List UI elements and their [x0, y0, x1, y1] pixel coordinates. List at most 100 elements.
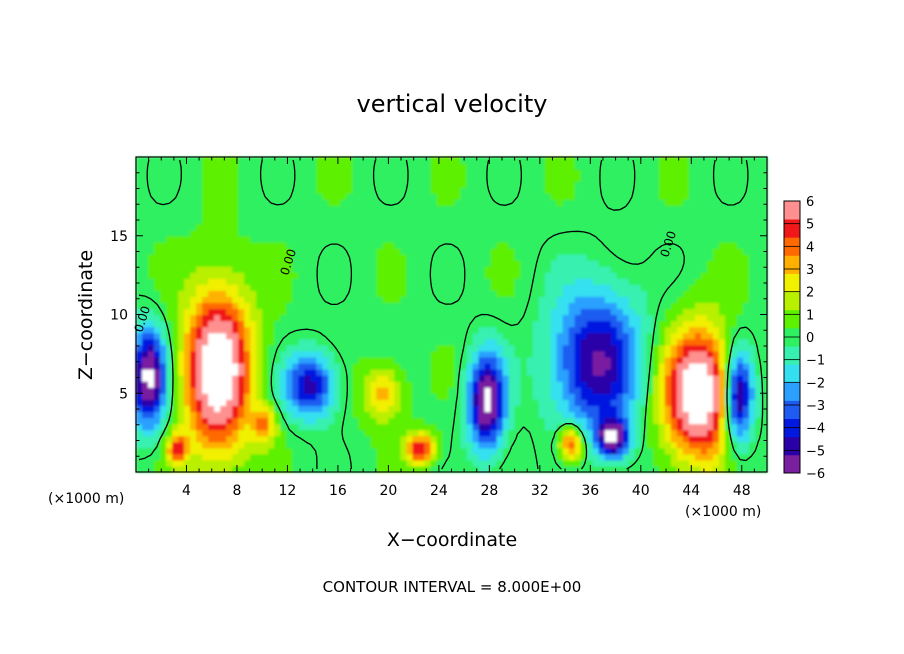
heatmap-cell: [490, 284, 498, 291]
heatmap-cell: [526, 453, 534, 461]
heatmap-cell: [748, 193, 756, 201]
heatmap-cell: [220, 302, 227, 310]
heatmap-cell: [682, 344, 690, 352]
heatmap-cell: [328, 302, 335, 310]
heatmap-cell: [640, 193, 648, 201]
heatmap-cell: [628, 211, 636, 219]
heatmap-cell: [454, 199, 462, 207]
heatmap-cell: [340, 199, 347, 207]
heatmap-cell: [742, 211, 750, 219]
heatmap-cell: [436, 411, 444, 419]
heatmap-cell: [190, 320, 197, 328]
heatmap-cell: [712, 247, 720, 255]
heatmap-cell: [568, 193, 576, 201]
heatmap-cell: [496, 338, 504, 346]
heatmap-cell: [514, 362, 522, 370]
heatmap-cell: [544, 326, 552, 334]
heatmap-cell: [160, 338, 167, 346]
heatmap-cell: [436, 447, 444, 455]
heatmap-cell: [256, 356, 263, 364]
heatmap-cell: [670, 459, 678, 467]
heatmap-cell: [640, 332, 648, 340]
heatmap-cell: [574, 314, 582, 322]
heatmap-cell: [688, 375, 696, 382]
heatmap-cell: [196, 217, 203, 225]
heatmap-cell: [394, 296, 402, 303]
heatmap-cell: [682, 272, 690, 279]
heatmap-cell: [184, 435, 191, 443]
heatmap-cell: [454, 217, 462, 225]
heatmap-cell: [364, 441, 371, 449]
heatmap-cell: [256, 338, 263, 346]
heatmap-cell: [220, 332, 227, 340]
heatmap-cell: [640, 399, 648, 406]
heatmap-cell: [358, 435, 365, 443]
heatmap-cell: [442, 253, 450, 261]
heatmap-cell: [274, 259, 281, 267]
heatmap-cell: [634, 308, 642, 316]
heatmap-cell: [376, 393, 383, 400]
heatmap-cell: [250, 187, 257, 194]
heatmap-cell: [220, 229, 227, 237]
heatmap-cell: [646, 223, 654, 231]
heatmap-cell: [274, 381, 281, 388]
heatmap-cell: [748, 459, 756, 467]
heatmap-cell: [334, 278, 341, 285]
heatmap-cell: [226, 193, 233, 201]
heatmap-cell: [310, 272, 317, 279]
heatmap-cell: [202, 429, 209, 437]
heatmap-cell: [148, 247, 155, 255]
heatmap-cell: [322, 199, 329, 207]
heatmap-cell: [208, 193, 215, 201]
heatmap-cell: [250, 272, 257, 279]
heatmap-cell: [622, 453, 630, 461]
heatmap-cell: [430, 229, 438, 237]
heatmap-cell: [496, 453, 504, 461]
heatmap-cell: [394, 205, 402, 213]
heatmap-cell: [712, 399, 720, 406]
heatmap-cell: [568, 423, 576, 431]
heatmap-cell: [628, 253, 636, 261]
heatmap-cell: [736, 266, 744, 273]
heatmap-cell: [676, 350, 684, 358]
heatmap-cell: [694, 411, 702, 419]
heatmap-cell: [292, 362, 299, 370]
heatmap-cell: [334, 417, 341, 425]
heatmap-cell: [358, 320, 365, 328]
heatmap-cell: [652, 405, 660, 413]
heatmap-cell: [238, 247, 245, 255]
heatmap-cell: [664, 326, 672, 334]
heatmap-cell: [274, 375, 281, 382]
heatmap-cell: [664, 344, 672, 352]
heatmap-cell: [670, 429, 678, 437]
heatmap-cell: [688, 302, 696, 310]
heatmap-cell: [184, 302, 191, 310]
heatmap-cell: [238, 362, 245, 370]
heatmap-cell: [646, 350, 654, 358]
heatmap-cell: [694, 362, 702, 370]
heatmap-cell: [682, 459, 690, 467]
heatmap-cell: [376, 411, 383, 419]
heatmap-cell: [190, 375, 197, 382]
heatmap-cell: [334, 217, 341, 225]
heatmap-cell: [250, 429, 257, 437]
heatmap-cell: [352, 387, 359, 394]
heatmap-cell: [424, 465, 432, 473]
heatmap-cell: [568, 459, 576, 467]
heatmap-cell: [730, 278, 738, 285]
heatmap-cell: [634, 284, 642, 291]
heatmap-cell: [688, 278, 696, 285]
heatmap-cell: [592, 441, 600, 449]
heatmap-cell: [730, 217, 738, 225]
heatmap-cell: [412, 296, 420, 303]
heatmap-cell: [658, 447, 666, 455]
heatmap-cell: [736, 465, 744, 473]
heatmap-cell: [490, 266, 498, 273]
heatmap-cell: [718, 284, 726, 291]
heatmap-cell: [310, 435, 317, 443]
heatmap-cell: [712, 338, 720, 346]
heatmap-cell: [382, 393, 389, 400]
heatmap-cell: [412, 272, 420, 279]
heatmap-cell: [622, 217, 630, 225]
heatmap-cell: [712, 453, 720, 461]
